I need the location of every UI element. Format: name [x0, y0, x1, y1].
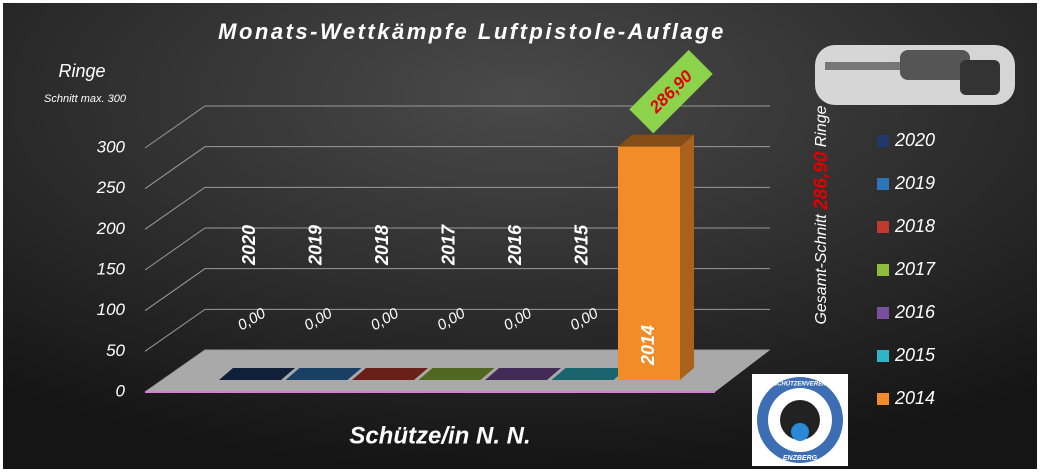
y-tick-label: 300 [97, 137, 126, 156]
grid-line [144, 268, 770, 312]
chart-title: Monats-Wettkämpfe Luftpistole-Auflage [218, 19, 726, 44]
series-label: 2017 [438, 224, 458, 266]
series-label: 2014 [638, 325, 658, 366]
bar-top [219, 368, 295, 380]
annotation-part: Ringe [813, 105, 830, 151]
grid-line [144, 146, 770, 190]
y-tick-label: 250 [96, 178, 126, 197]
legend-label: 2019 [894, 173, 935, 193]
grid-line [144, 349, 770, 393]
annotation-value: 286,90 [811, 151, 832, 211]
logo-text: K.K. SCHÜTZENVEREIN E.V. [759, 381, 840, 388]
legend-label: 2015 [894, 345, 936, 365]
y-tick-label: 50 [106, 341, 125, 360]
bar-group [418, 368, 495, 380]
y-tick-label: 100 [97, 300, 126, 319]
y-tick-label: 200 [96, 219, 126, 238]
legend-swatch [877, 307, 889, 319]
series-label: 2015 [571, 224, 591, 266]
bar-group [219, 368, 295, 380]
legend-label: 2017 [894, 259, 936, 279]
legend-label: 2018 [894, 216, 935, 236]
logo-text: ENZBERG [783, 455, 818, 462]
bar-group [551, 368, 628, 380]
series-label: 2020 [239, 225, 259, 266]
bar-group [618, 134, 694, 380]
bar [618, 146, 680, 380]
gun-image [815, 45, 1015, 105]
label-box [629, 49, 713, 134]
grid-line [144, 308, 770, 352]
bar-side [680, 134, 694, 380]
y-axis-label: Ringe [58, 61, 105, 81]
legend-swatch [877, 135, 889, 147]
grid-line [144, 227, 770, 271]
logo: K.K. SCHÜTZENVEREIN E.V. ENZBERG [752, 374, 848, 466]
bar-top [352, 368, 428, 380]
legend-swatch [877, 350, 889, 362]
bar-top [485, 368, 561, 380]
bar-top [551, 368, 628, 380]
y-axis-sublabel: Schnitt max. 300 [44, 93, 127, 105]
legend-label: 2020 [894, 130, 935, 150]
grid-line [144, 186, 770, 230]
legend-swatch [877, 221, 889, 233]
bar-group [285, 368, 362, 380]
grid-line [144, 105, 770, 149]
series-label: 2018 [372, 225, 392, 266]
bar-group [352, 368, 428, 380]
series-label: 2019 [305, 225, 325, 266]
bar-top [618, 134, 694, 147]
bar-top [418, 368, 495, 380]
y-tick-label: 150 [97, 259, 126, 278]
legend-swatch [877, 178, 889, 190]
annotation: Gesamt-Schnitt 286,90 Ringe [811, 105, 832, 324]
legend-swatch [877, 264, 889, 276]
y-tick-label: 0 [116, 381, 126, 400]
legend-label: 2014 [894, 388, 935, 408]
bar-group [485, 368, 561, 380]
bar-top [285, 368, 362, 380]
annotation-part: Gesamt-Schnitt [813, 210, 830, 325]
legend-swatch [877, 393, 889, 405]
series-label: 2016 [505, 224, 525, 266]
legend-label: 2016 [894, 302, 936, 322]
x-axis-label: Schütze/in N. N. [349, 422, 530, 449]
